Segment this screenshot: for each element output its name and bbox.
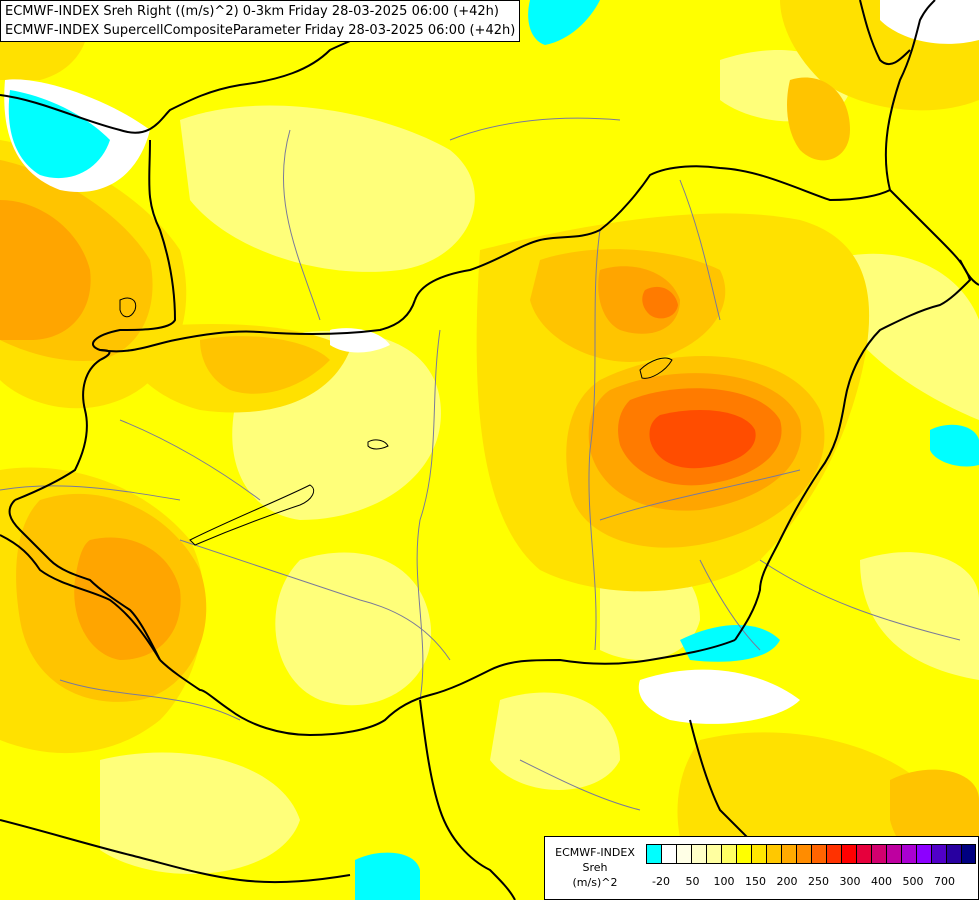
legend-swatch xyxy=(751,844,766,864)
legend-swatch xyxy=(916,844,931,864)
legend-swatch xyxy=(961,844,976,864)
legend-swatch xyxy=(721,844,736,864)
legend-label: ECMWF-INDEX Sreh (m/s)^2 xyxy=(547,845,643,890)
legend-tick-label: 200 xyxy=(776,875,798,888)
legend-variable: Sreh xyxy=(582,861,608,874)
legend-tick-label: 50 xyxy=(685,875,700,888)
legend-swatch xyxy=(871,844,886,864)
legend-tick-label: 250 xyxy=(808,875,829,888)
legend-tick-label: 500 xyxy=(902,875,924,888)
legend-swatch xyxy=(736,844,751,864)
legend-swatch xyxy=(841,844,856,864)
legend-tick-label: -20 xyxy=(652,875,670,888)
legend-swatch xyxy=(901,844,916,864)
legend-swatch xyxy=(811,844,826,864)
lakes xyxy=(119,297,673,546)
map-title-box: ECMWF-INDEX Sreh Right ((m/s)^2) 0-3km F… xyxy=(0,0,520,42)
legend-source: ECMWF-INDEX xyxy=(555,846,635,859)
legend-tick-label: 150 xyxy=(745,875,766,888)
field-cyan xyxy=(4,0,979,900)
legend-swatch xyxy=(781,844,796,864)
legend-tick-label: 300 xyxy=(839,875,861,888)
legend-tick-label: 700 xyxy=(934,875,955,888)
legend-swatch xyxy=(931,844,946,864)
field-red xyxy=(649,410,756,469)
legend-tick-label: 400 xyxy=(871,875,892,888)
legend-unit: (m/s)^2 xyxy=(572,876,618,889)
title-line-2: ECMWF-INDEX SupercellCompositeParameter … xyxy=(5,23,516,38)
legend-swatch xyxy=(646,844,661,864)
title-line-1: ECMWF-INDEX Sreh Right ((m/s)^2) 0-3km F… xyxy=(5,4,499,19)
legend-swatch xyxy=(676,844,691,864)
legend-swatch xyxy=(886,844,901,864)
legend-swatch xyxy=(661,844,676,864)
color-legend: ECMWF-INDEX Sreh (m/s)^2 -20 50 100 150 200 2… xyxy=(544,836,979,900)
legend-swatch xyxy=(766,844,781,864)
rivers xyxy=(0,117,961,811)
legend-swatch xyxy=(796,844,811,864)
legend-swatch xyxy=(946,844,961,864)
legend-tick-label: 100 xyxy=(713,875,735,888)
legend-swatch xyxy=(826,844,841,864)
legend-swatches xyxy=(646,844,976,864)
legend-swatch xyxy=(691,844,706,864)
legend-swatch xyxy=(856,844,871,864)
legend-swatch xyxy=(706,844,721,864)
